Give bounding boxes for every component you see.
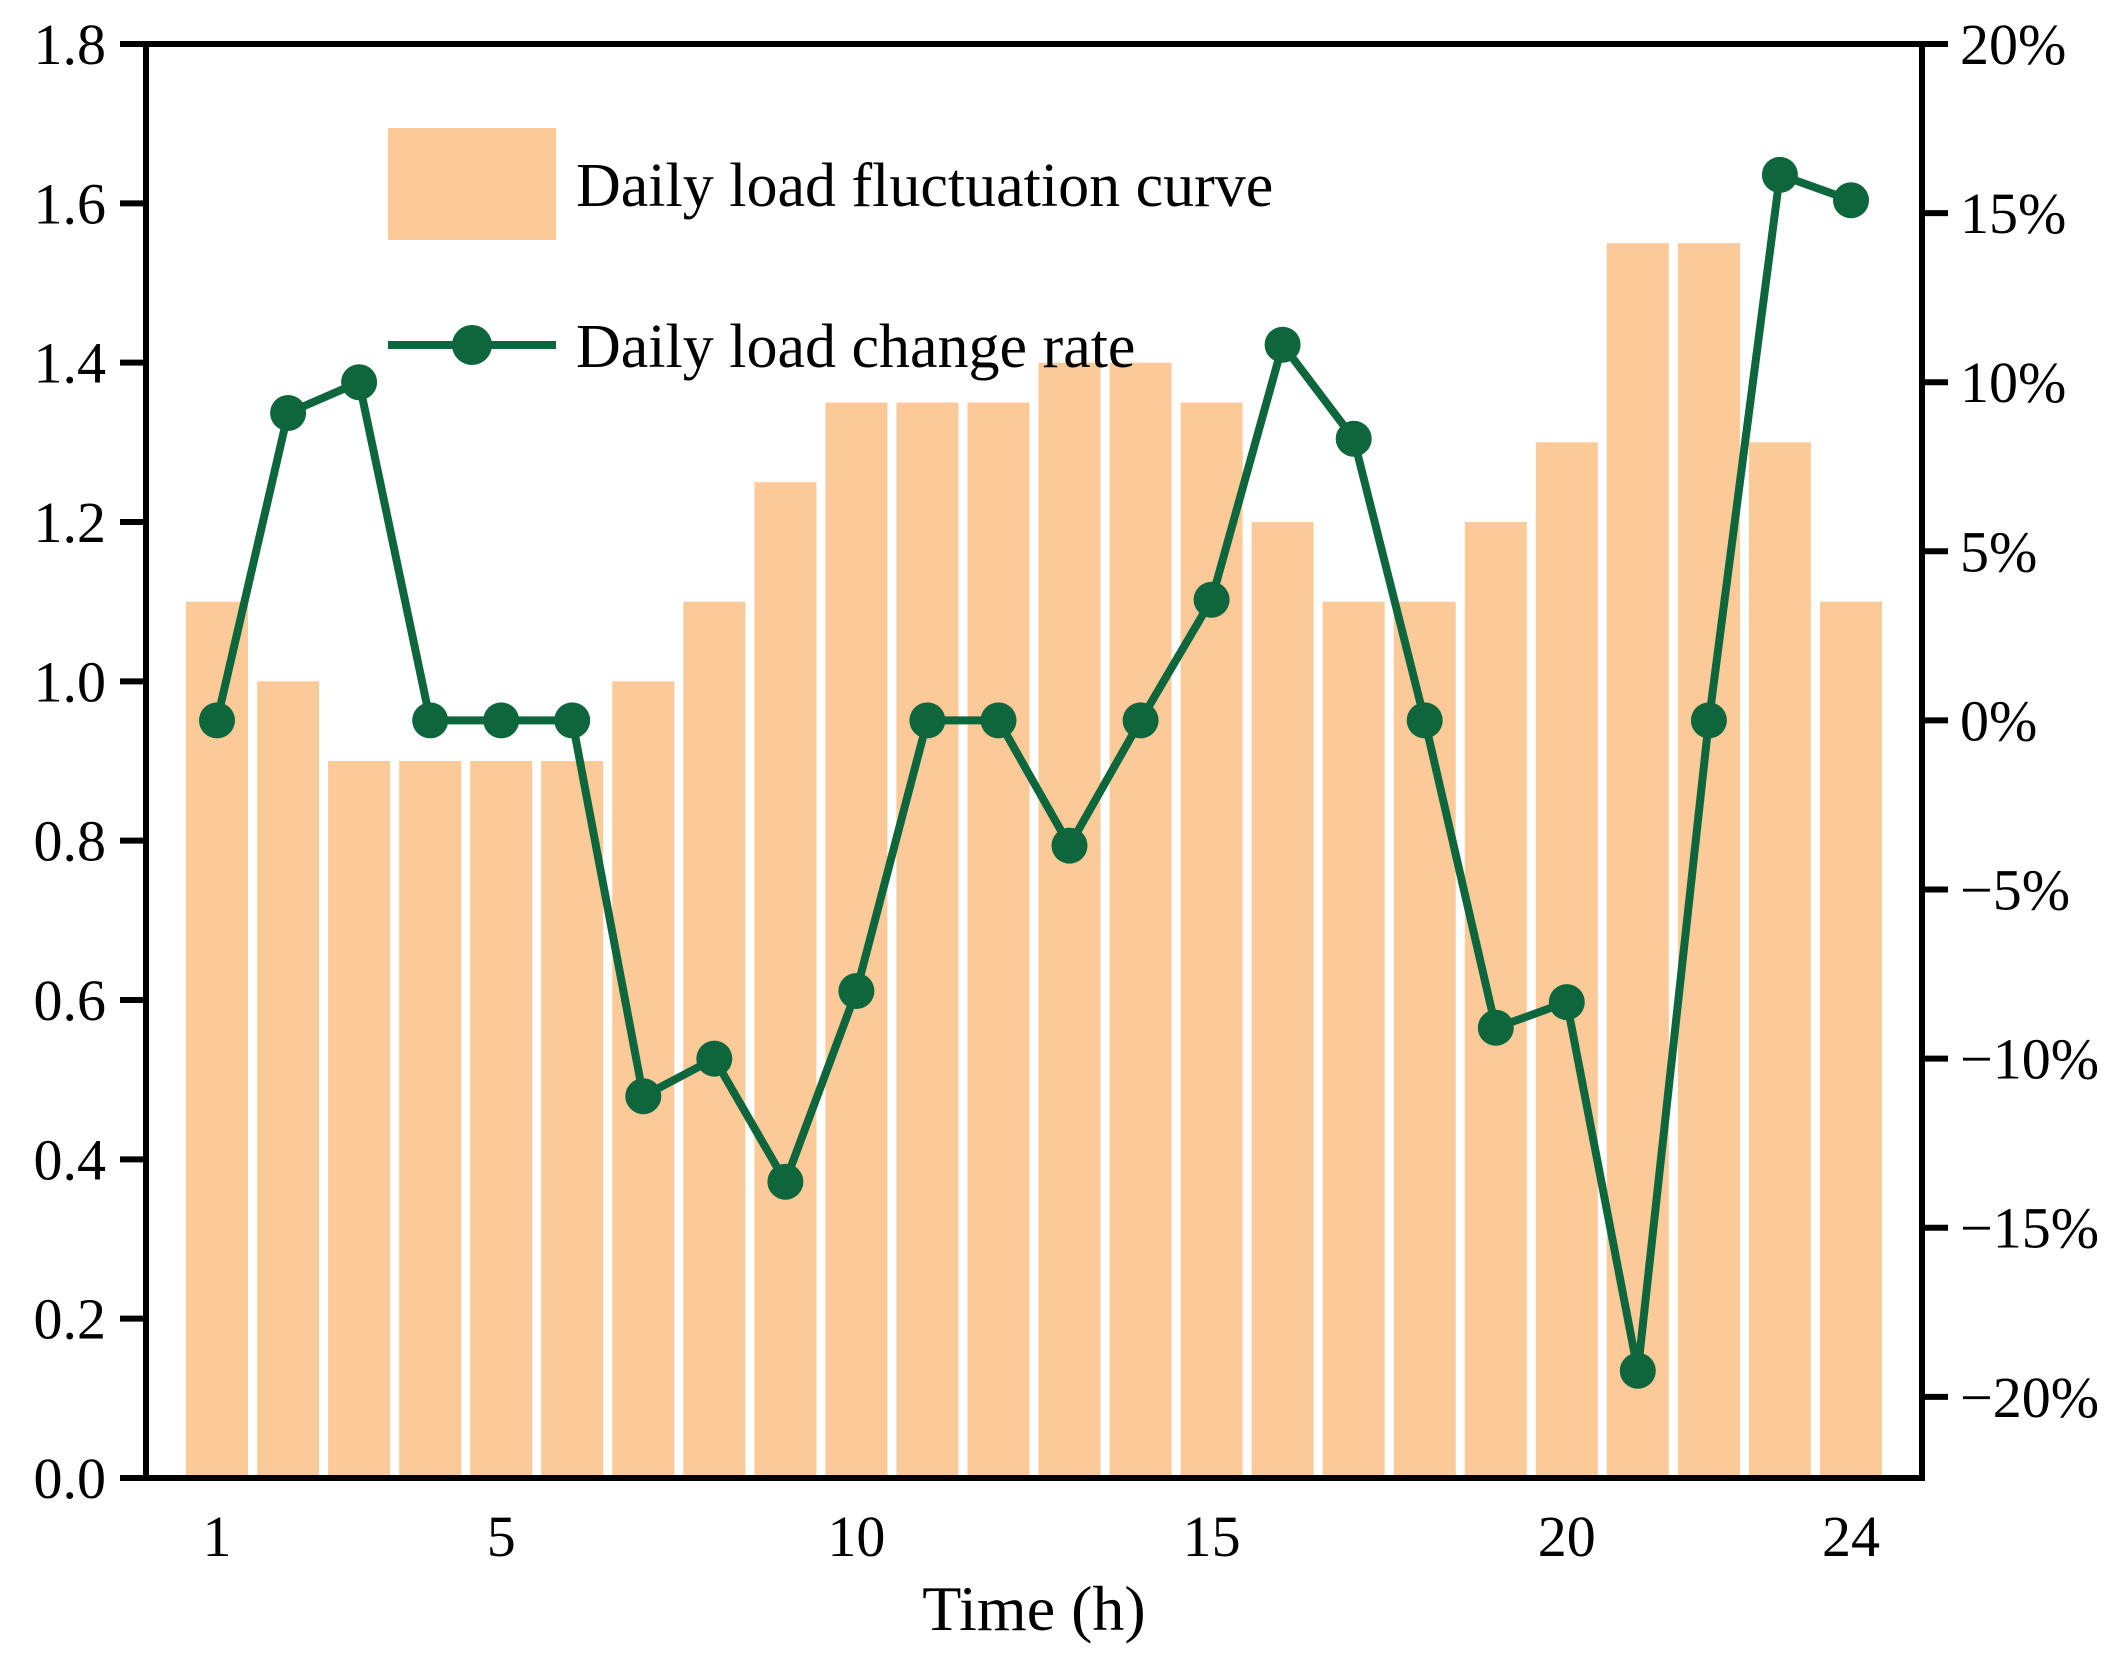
bar-hour-6 (541, 761, 604, 1478)
bar-hour-15 (1180, 402, 1243, 1478)
left-tick-label-1.2: 1.2 (34, 490, 107, 555)
legend-bar-swatch (388, 128, 556, 240)
marker-hour-9 (767, 1163, 804, 1200)
left-tick-label-1.8: 1.8 (34, 12, 107, 77)
marker-hour-16 (1264, 326, 1301, 363)
marker-hour-17 (1335, 420, 1372, 457)
bar-hour-10 (825, 402, 888, 1478)
right-tick-label-−20%: −20% (1960, 1365, 2099, 1430)
x-axis-title: Time (h) (922, 1573, 1145, 1644)
marker-hour-18 (1406, 702, 1443, 739)
bar-hour-19 (1464, 522, 1527, 1478)
bar-hour-2 (257, 681, 320, 1478)
right-tick-label-5%: 5% (1960, 519, 2037, 584)
bar-hour-22 (1677, 243, 1740, 1479)
x-tick-label-15: 15 (1183, 1504, 1241, 1569)
left-tick-label-0.4: 0.4 (34, 1127, 107, 1192)
x-tick-label-24: 24 (1822, 1504, 1880, 1569)
bar-hour-16 (1251, 522, 1314, 1478)
marker-hour-23 (1761, 156, 1798, 193)
marker-hour-5 (483, 702, 520, 739)
marker-hour-4 (412, 702, 449, 739)
right-tick-label-−10%: −10% (1960, 1027, 2099, 1092)
marker-hour-7 (625, 1078, 662, 1115)
right-tick-label-−5%: −5% (1960, 858, 2070, 923)
right-tick-label-−15%: −15% (1960, 1196, 2099, 1261)
bar-hour-20 (1535, 442, 1598, 1478)
right-axis: 20% 15% 10% 5% 0% −5% −10% −15% −20% (1922, 12, 2099, 1430)
x-tick-label-10: 10 (827, 1504, 885, 1569)
legend-line-marker (452, 325, 492, 365)
marker-hour-21 (1619, 1352, 1656, 1389)
bar-hour-3 (328, 761, 391, 1478)
bar-hour-17 (1322, 601, 1385, 1478)
marker-hour-6 (554, 702, 591, 739)
bar-hour-4 (399, 761, 462, 1478)
marker-hour-14 (1122, 702, 1159, 739)
marker-hour-15 (1193, 581, 1230, 618)
bar-hour-8 (683, 601, 746, 1478)
marker-hour-24 (1833, 182, 1869, 219)
marker-hour-8 (696, 1040, 733, 1077)
bar-hour-11 (896, 402, 959, 1478)
legend-bar-label: Daily load fluctuation curve (576, 152, 1273, 220)
bar-hour-23 (1748, 442, 1811, 1478)
bar-hour-5 (470, 761, 533, 1478)
marker-hour-20 (1548, 984, 1585, 1021)
left-tick-label-0.2: 0.2 (34, 1287, 107, 1352)
marker-hour-3 (341, 364, 378, 401)
legend-line-label: Daily load change rate (576, 313, 1135, 381)
right-tick-label-10%: 10% (1960, 350, 2066, 415)
marker-hour-10 (838, 973, 875, 1009)
left-tick-label-0.8: 0.8 (34, 809, 107, 874)
bar-hour-24 (1820, 601, 1882, 1478)
x-tick-label-1: 1 (203, 1504, 232, 1569)
x-tick-label-20: 20 (1538, 1504, 1596, 1569)
bar-hour-12 (967, 402, 1030, 1478)
x-tick-label-5: 5 (487, 1504, 516, 1569)
bar-hour-1 (186, 601, 248, 1478)
bar-hour-18 (1393, 601, 1456, 1478)
bar-hour-14 (1109, 362, 1172, 1479)
plot-frame (143, 41, 1925, 1481)
left-tick-label-0.6: 0.6 (34, 968, 107, 1033)
bar-hour-13 (1038, 362, 1101, 1479)
bar-hour-9 (754, 482, 817, 1478)
left-tick-label-1.4: 1.4 (34, 331, 107, 396)
right-tick-label-0%: 0% (1960, 688, 2037, 753)
left-tick-label-1.6: 1.6 (34, 171, 107, 236)
right-tick-label-15%: 15% (1960, 181, 2066, 246)
change-rate-markers (199, 156, 1869, 1389)
bar-hour-21 (1606, 243, 1669, 1479)
left-tick-label-1.0: 1.0 (34, 649, 107, 714)
left-tick-label-0.0: 0.0 (34, 1446, 107, 1511)
marker-hour-11 (909, 702, 946, 739)
marker-hour-2 (270, 395, 307, 431)
marker-hour-12 (980, 702, 1017, 739)
marker-hour-13 (1051, 827, 1088, 864)
marker-hour-19 (1477, 1009, 1514, 1046)
left-axis: 1.8 1.6 1.4 1.2 1.0 0.8 0.6 0.4 0.2 0.0 (34, 12, 146, 1511)
right-tick-label-20%: 20% (1960, 12, 2066, 77)
marker-hour-1 (199, 702, 235, 739)
bars-daily-load (186, 243, 1882, 1479)
marker-hour-22 (1690, 702, 1727, 739)
legend: Daily load fluctuation curve Daily load c… (388, 128, 1273, 381)
